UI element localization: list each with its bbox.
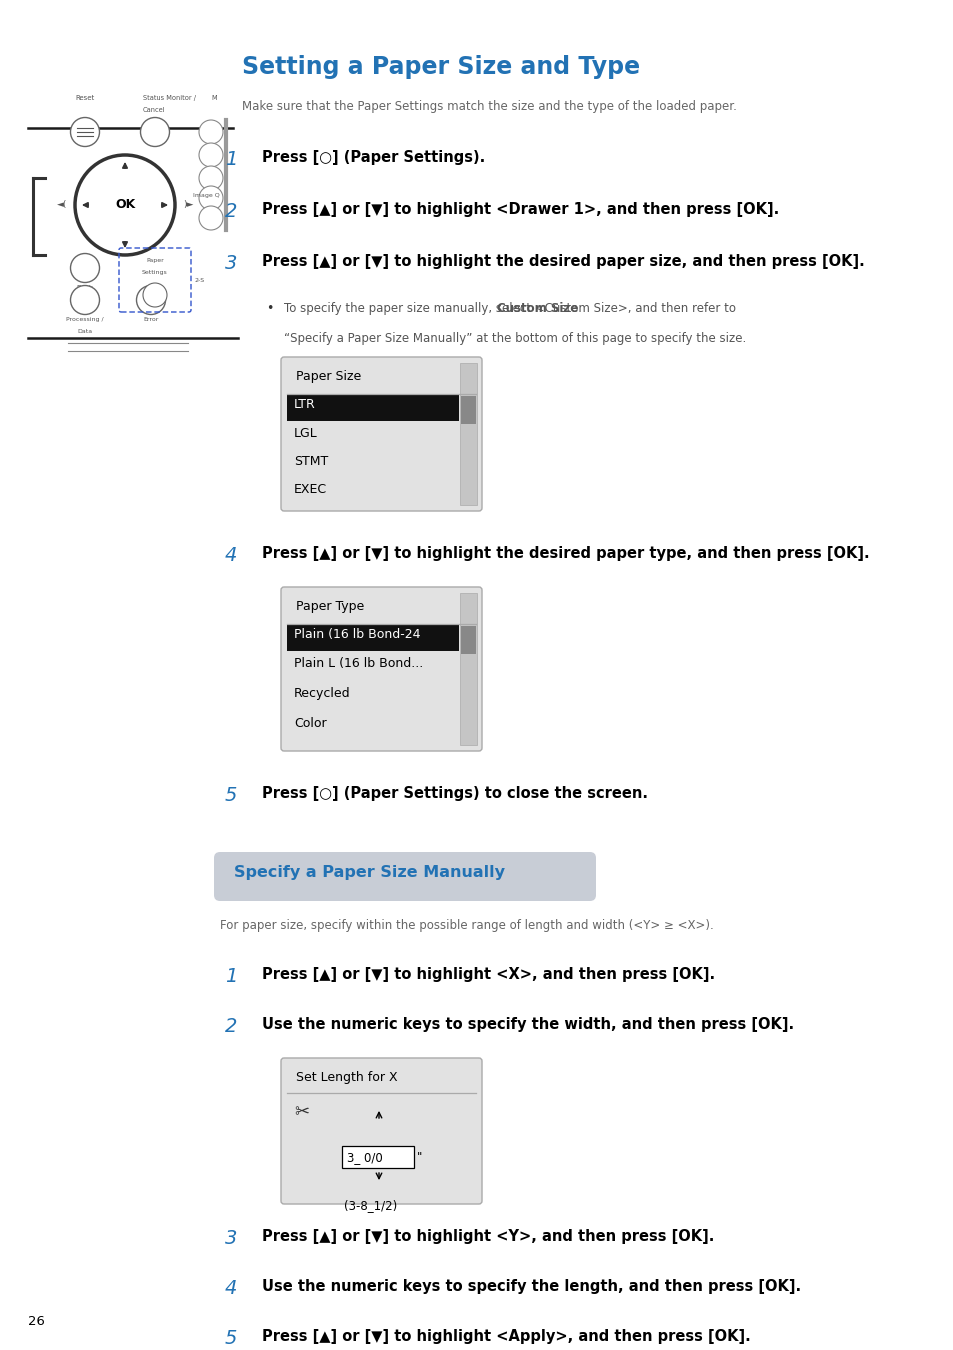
Text: Setting a Paper Size and Type: Setting a Paper Size and Type bbox=[242, 55, 639, 80]
Text: 3: 3 bbox=[225, 1228, 237, 1247]
Text: Plain (16 lb Bond-24: Plain (16 lb Bond-24 bbox=[294, 628, 420, 641]
Text: Press [▲] or [▼] to highlight the desired paper size, and then press [OK].: Press [▲] or [▼] to highlight the desire… bbox=[262, 254, 863, 269]
Text: Press [▲] or [▼] to highlight <X>, and then press [OK].: Press [▲] or [▼] to highlight <X>, and t… bbox=[262, 967, 715, 981]
Text: 4: 4 bbox=[225, 1278, 237, 1297]
Text: 2-S: 2-S bbox=[193, 278, 204, 283]
Text: 3: 3 bbox=[225, 254, 237, 273]
Text: Press [▲] or [▼] to highlight <Drawer 1>, and then press [OK].: Press [▲] or [▼] to highlight <Drawer 1>… bbox=[262, 202, 779, 217]
Text: Specify a Paper Size Manually: Specify a Paper Size Manually bbox=[233, 865, 504, 880]
Circle shape bbox=[71, 285, 99, 315]
Text: (3-8_1/2): (3-8_1/2) bbox=[344, 1199, 396, 1212]
Circle shape bbox=[75, 155, 174, 255]
Text: 2: 2 bbox=[225, 202, 237, 221]
Text: EXEC: EXEC bbox=[294, 483, 327, 495]
Text: 5: 5 bbox=[225, 1328, 237, 1349]
Text: Paper: Paper bbox=[146, 258, 164, 263]
Bar bbox=[287, 624, 458, 651]
Text: Press [○] (Paper Settings).: Press [○] (Paper Settings). bbox=[262, 150, 485, 165]
Circle shape bbox=[71, 117, 99, 147]
FancyBboxPatch shape bbox=[281, 356, 481, 512]
Text: Error: Error bbox=[143, 317, 158, 323]
Text: Use the numeric keys to specify the length, and then press [OK].: Use the numeric keys to specify the leng… bbox=[262, 1278, 801, 1295]
Text: Color: Color bbox=[294, 717, 326, 730]
Text: 1: 1 bbox=[225, 150, 237, 169]
Text: Press [▲] or [▼] to highlight <Y>, and then press [OK].: Press [▲] or [▼] to highlight <Y>, and t… bbox=[262, 1228, 714, 1243]
Circle shape bbox=[199, 143, 223, 167]
Circle shape bbox=[143, 284, 167, 306]
Circle shape bbox=[199, 166, 223, 190]
Text: Press [○] (Paper Settings) to close the screen.: Press [○] (Paper Settings) to close the … bbox=[262, 786, 647, 801]
Bar bbox=[460, 626, 476, 653]
Text: ◄(: ◄( bbox=[56, 201, 67, 209]
FancyBboxPatch shape bbox=[281, 587, 481, 751]
Text: Make sure that the Paper Settings match the size and the type of the loaded pape: Make sure that the Paper Settings match … bbox=[242, 100, 736, 113]
Circle shape bbox=[199, 186, 223, 211]
Text: OK: OK bbox=[114, 198, 135, 212]
FancyBboxPatch shape bbox=[213, 852, 596, 900]
Text: 4: 4 bbox=[225, 545, 237, 566]
Text: Image Q: Image Q bbox=[193, 193, 219, 198]
Bar bbox=[341, 1146, 414, 1168]
Text: 1: 1 bbox=[225, 967, 237, 985]
Text: STMT: STMT bbox=[294, 455, 328, 468]
Text: Reset: Reset bbox=[75, 95, 94, 101]
Text: Re: Re bbox=[211, 126, 219, 131]
Text: Status Monitor /: Status Monitor / bbox=[143, 95, 195, 101]
Text: Settings: Settings bbox=[142, 270, 168, 275]
Text: To specify the paper size manually, select <Custom Size>, and then refer to: To specify the paper size manually, sele… bbox=[284, 302, 735, 315]
Text: LGL: LGL bbox=[294, 427, 317, 440]
Bar bbox=[287, 394, 458, 421]
Text: 26: 26 bbox=[28, 1315, 45, 1328]
FancyBboxPatch shape bbox=[281, 1058, 481, 1204]
Text: )►: )► bbox=[183, 201, 193, 209]
Circle shape bbox=[199, 207, 223, 230]
Text: M: M bbox=[211, 95, 216, 101]
Text: ✂: ✂ bbox=[294, 1103, 309, 1120]
Circle shape bbox=[136, 285, 165, 315]
Circle shape bbox=[140, 117, 170, 147]
Text: Set Length for X: Set Length for X bbox=[295, 1071, 397, 1084]
Circle shape bbox=[199, 120, 223, 144]
Text: Processing /: Processing / bbox=[66, 317, 104, 323]
Text: Custom Size: Custom Size bbox=[497, 302, 578, 315]
Text: Back: Back bbox=[76, 285, 93, 292]
Text: Plain L (16 lb Bond...: Plain L (16 lb Bond... bbox=[294, 657, 423, 670]
Circle shape bbox=[71, 254, 99, 282]
Text: ": " bbox=[416, 1152, 422, 1164]
Bar bbox=[459, 363, 476, 505]
Text: •: • bbox=[266, 302, 274, 315]
Text: Paper Type: Paper Type bbox=[295, 599, 364, 613]
Text: Paper Size: Paper Size bbox=[295, 370, 361, 383]
Text: LTR: LTR bbox=[294, 398, 315, 410]
Text: Press [▲] or [▼] to highlight <Apply>, and then press [OK].: Press [▲] or [▼] to highlight <Apply>, a… bbox=[262, 1328, 750, 1345]
Text: Recycled: Recycled bbox=[294, 687, 351, 701]
Text: “Specify a Paper Size Manually” at the bottom of this page to specify the size.: “Specify a Paper Size Manually” at the b… bbox=[284, 332, 745, 346]
Text: 5: 5 bbox=[225, 786, 237, 805]
Text: 3_ 0/0: 3_ 0/0 bbox=[347, 1152, 382, 1164]
Text: Data: Data bbox=[77, 329, 92, 333]
Text: Cancel: Cancel bbox=[143, 107, 166, 113]
Text: For paper size, specify within the possible range of length and width (<Y> ≥ <X>: For paper size, specify within the possi… bbox=[220, 919, 713, 931]
Text: 2: 2 bbox=[225, 1017, 237, 1035]
Bar bbox=[459, 593, 476, 745]
Text: Use the numeric keys to specify the width, and then press [OK].: Use the numeric keys to specify the widt… bbox=[262, 1017, 793, 1031]
Text: Press [▲] or [▼] to highlight the desired paper type, and then press [OK].: Press [▲] or [▼] to highlight the desire… bbox=[262, 545, 869, 562]
Bar bbox=[460, 396, 476, 424]
